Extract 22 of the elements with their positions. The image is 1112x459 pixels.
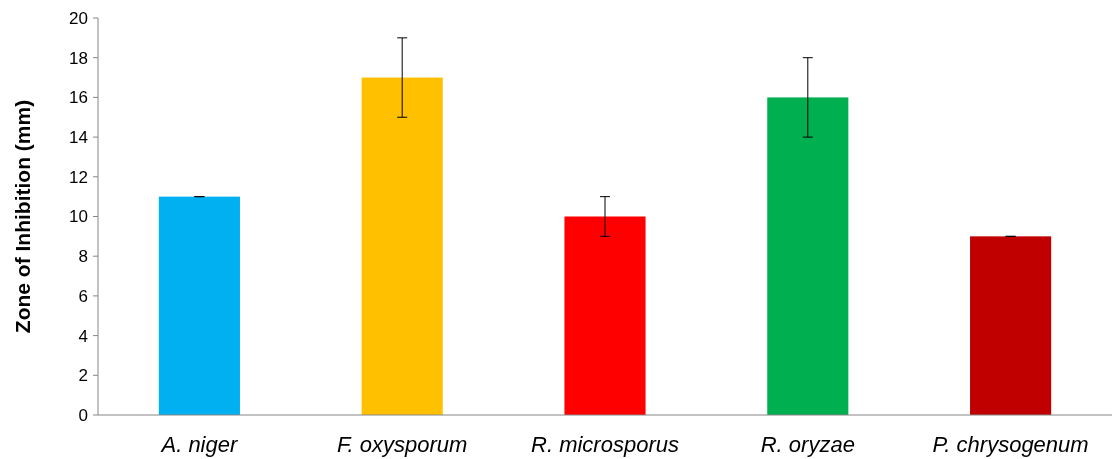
y-tick-label: 12 — [69, 167, 88, 187]
x-tick-label: F. oxysporum — [336, 432, 468, 457]
bar — [158, 196, 240, 415]
y-tick-label: 6 — [78, 286, 88, 306]
x-tick-label: R. oryzae — [760, 432, 855, 457]
y-tick-label: 14 — [69, 128, 88, 148]
y-axis-title: Zone of Inhibition (mm) — [11, 99, 34, 334]
x-tick-label: P. chrysogenum — [932, 432, 1089, 457]
x-tick-label: R. microsporus — [531, 432, 679, 457]
bar — [361, 77, 443, 415]
y-tick-label: 8 — [78, 247, 88, 267]
y-tick-label: 16 — [69, 88, 88, 108]
bar — [767, 97, 849, 415]
bar — [564, 216, 646, 415]
y-tick-label: 18 — [69, 48, 88, 68]
bar — [970, 236, 1052, 415]
x-tick-label: A. niger — [159, 432, 239, 457]
y-tick-label: 2 — [78, 366, 88, 386]
y-tick-label: 20 — [69, 8, 88, 28]
y-tick-label: 4 — [78, 326, 88, 346]
y-tick-label: 10 — [69, 207, 88, 227]
y-tick-label: 0 — [78, 405, 88, 425]
